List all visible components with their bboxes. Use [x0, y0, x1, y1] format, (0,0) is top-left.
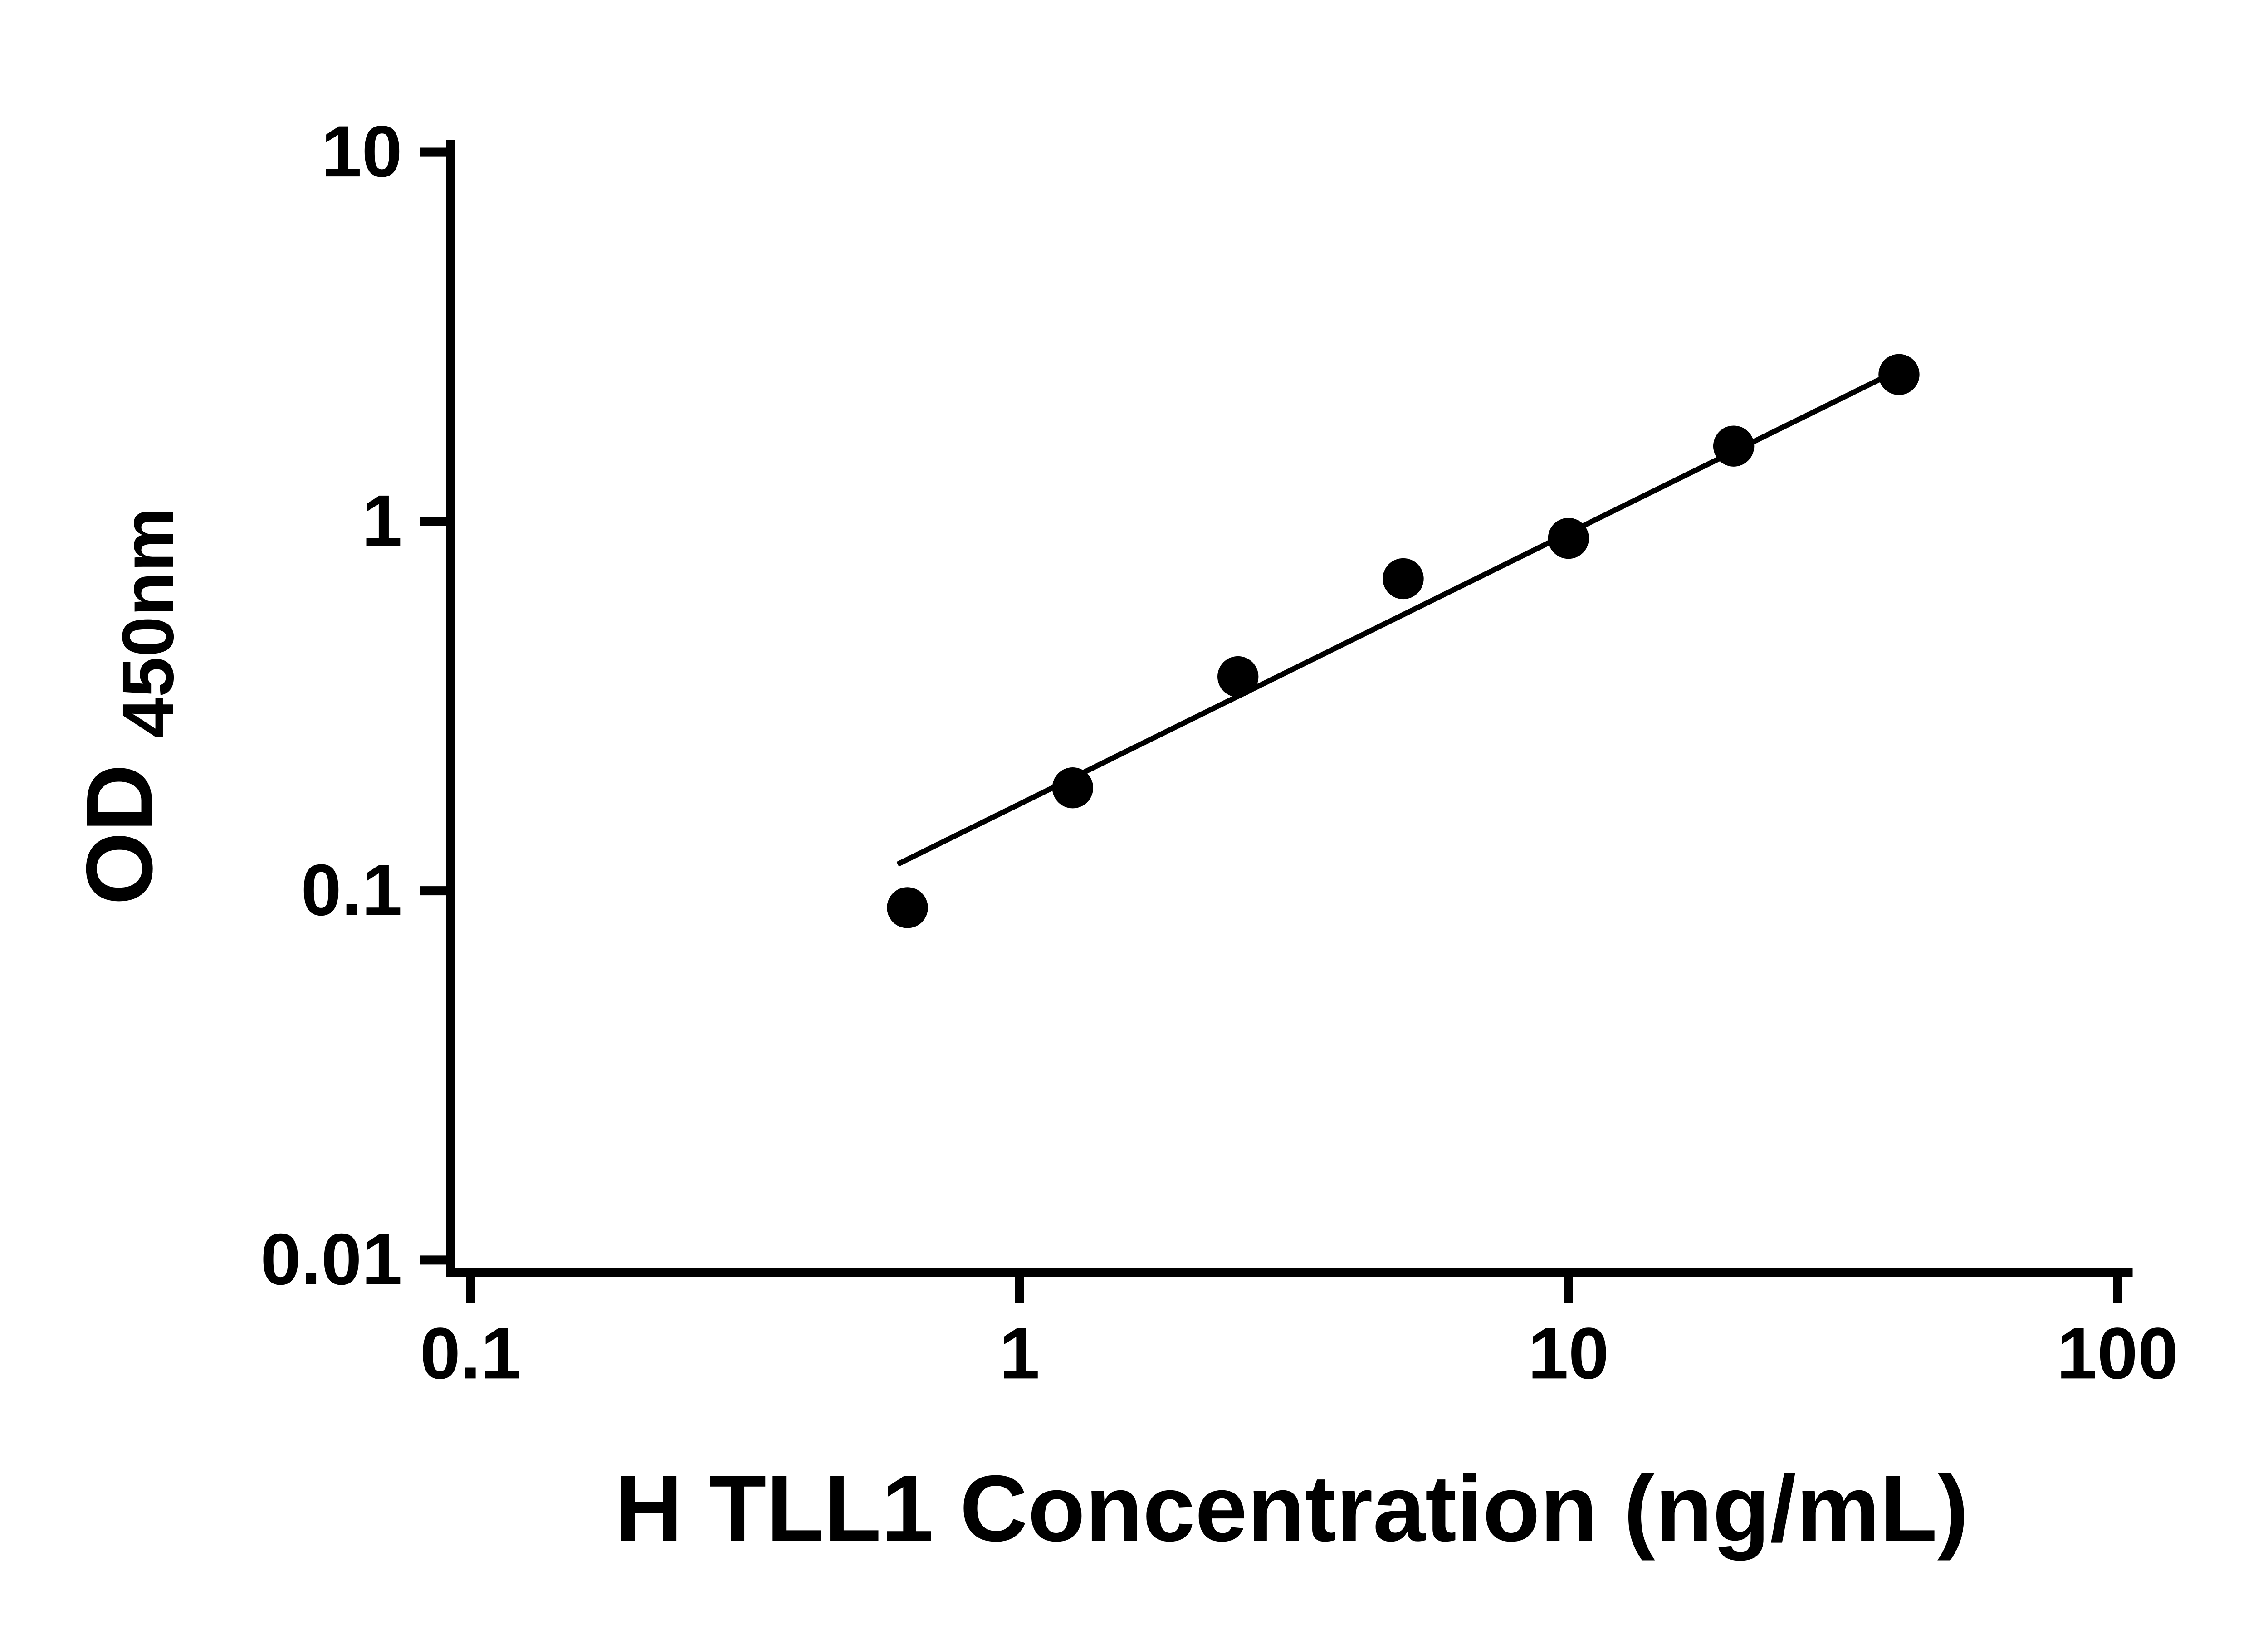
y-tick-label: 1 — [362, 480, 402, 561]
x-tick-label: 100 — [2057, 1313, 2178, 1394]
x-tick-label: 0.1 — [420, 1313, 521, 1394]
x-axis-label: H TLL1 Concentration (ng/mL) — [615, 1455, 1969, 1561]
data-point — [1383, 558, 1424, 600]
x-tick-label: 10 — [1528, 1313, 1609, 1394]
data-point — [1878, 354, 1920, 395]
y-tick-label: 0.1 — [301, 850, 402, 931]
data-point — [1217, 656, 1259, 698]
data-point — [1713, 425, 1755, 467]
x-axis-ticks: 0.1 1 10 100 — [420, 1272, 2178, 1394]
trend-line-group — [896, 365, 1906, 867]
y-tick-label: 0.01 — [260, 1219, 402, 1300]
data-point — [887, 887, 928, 928]
data-point — [1548, 517, 1589, 559]
y-axis-label-main: OD — [67, 764, 172, 905]
data-point — [1052, 767, 1094, 809]
data-points-group — [887, 354, 1920, 928]
trend-line — [896, 365, 1906, 867]
y-tick-label: 10 — [321, 111, 402, 192]
x-tick-label: 1 — [999, 1313, 1040, 1394]
y-axis-label-subscript: 450nm — [108, 507, 189, 738]
y-axis-ticks: 0.01 0.1 1 10 — [260, 111, 451, 1300]
y-axis-label: OD 450nm — [67, 507, 189, 905]
